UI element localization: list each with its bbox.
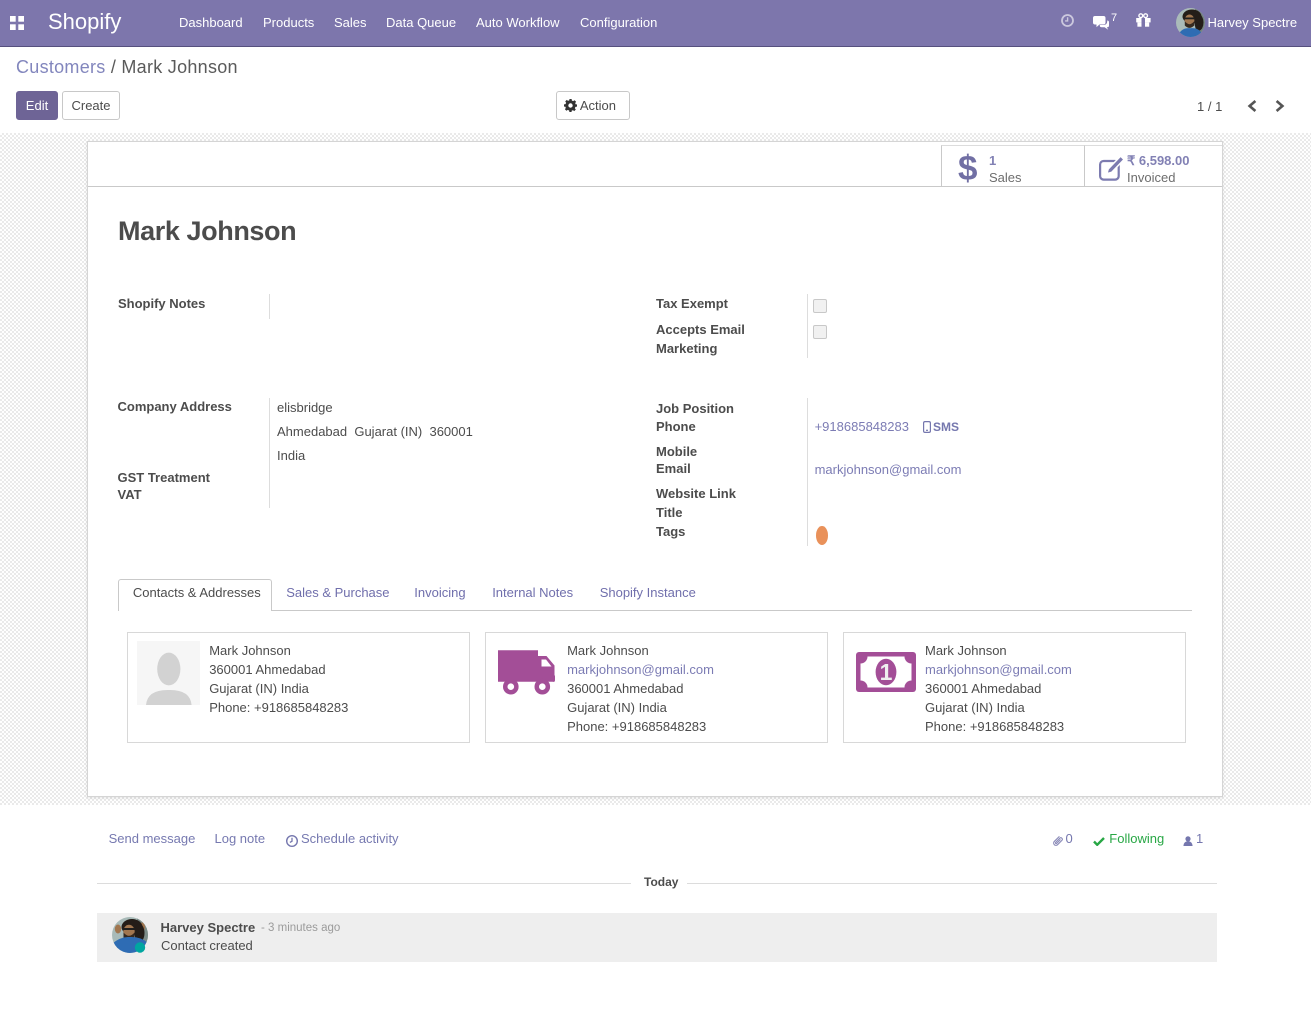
svg-text:1: 1 (879, 659, 892, 685)
